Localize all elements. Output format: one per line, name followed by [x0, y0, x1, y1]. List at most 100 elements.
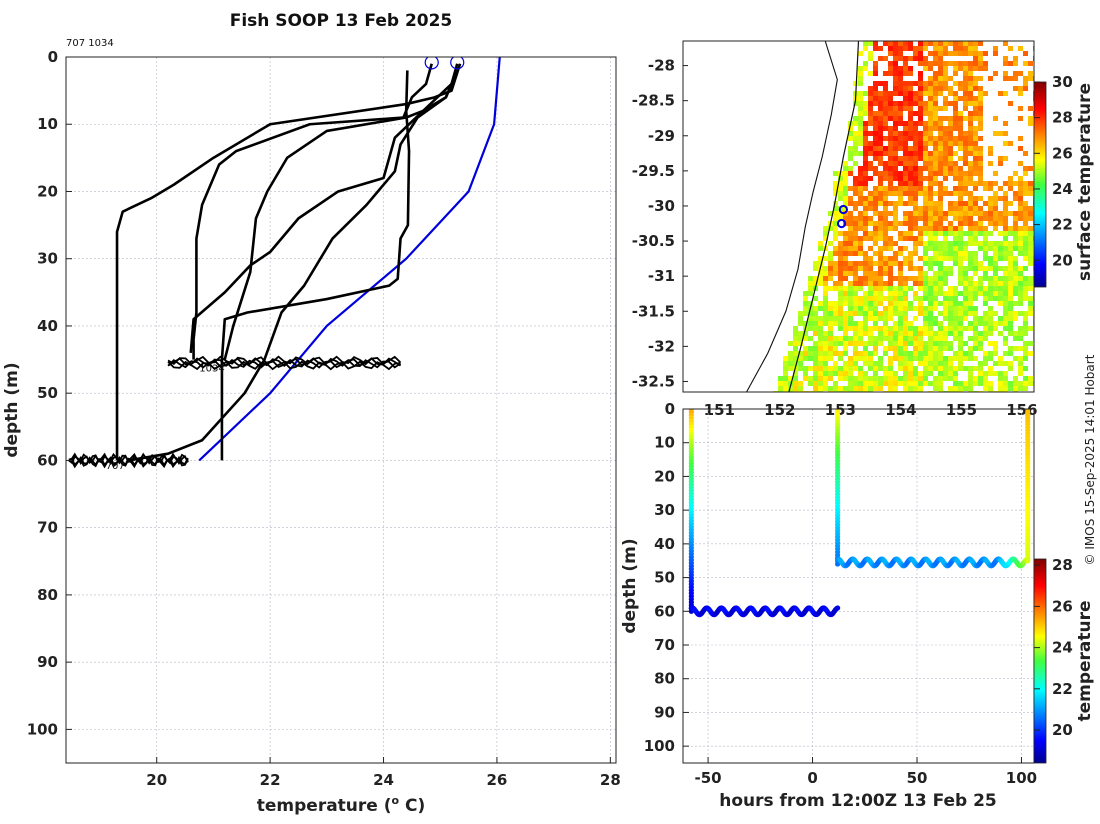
sst-cell [863, 161, 868, 166]
sst-cell [973, 56, 978, 61]
sst-cell [908, 41, 913, 46]
sst-cell [923, 331, 928, 336]
sst-cell [838, 311, 843, 316]
sst-cell [953, 66, 958, 71]
sst-cell [818, 281, 823, 286]
sst-cell [943, 146, 948, 151]
sst-cell [938, 206, 943, 211]
sst-cell [963, 296, 968, 301]
sst-cell [1013, 76, 1018, 81]
sst-cell [1013, 331, 1018, 336]
sst-cell [883, 56, 888, 61]
sst-cell [978, 161, 983, 166]
sst-cell [883, 121, 888, 126]
sst-cell [893, 216, 898, 221]
sst-cell [863, 226, 868, 231]
sst-cell [898, 46, 903, 51]
sst-cell [818, 261, 823, 266]
sst-cell [928, 256, 933, 261]
sst-cell [858, 226, 863, 231]
y-tick-label: 50 [654, 569, 675, 587]
sst-cell [958, 166, 963, 171]
sst-cell [848, 296, 853, 301]
sst-cell [928, 261, 933, 266]
sst-cell [958, 81, 963, 86]
sst-cell [918, 56, 923, 61]
sst-cell [863, 196, 868, 201]
sst-cell [833, 266, 838, 271]
sst-cell [843, 316, 848, 321]
sst-cell [823, 356, 828, 361]
profile-1034-label: 1034 [199, 364, 224, 375]
sst-cell [873, 341, 878, 346]
sst-cell [973, 306, 978, 311]
sst-cell [818, 341, 823, 346]
sst-cell [888, 91, 893, 96]
sst-cell [968, 196, 973, 201]
x-tick-label: -50 [695, 769, 722, 787]
sst-cell [1003, 351, 1008, 356]
x-tick-label: 28 [600, 771, 621, 789]
sst-cell [833, 346, 838, 351]
sst-cell [948, 146, 953, 151]
sst-cell [878, 146, 883, 151]
sst-cell [868, 386, 873, 391]
sst-cell [983, 356, 988, 361]
sst-cell [853, 101, 858, 106]
sst-cell [993, 341, 998, 346]
sst-cell [878, 291, 883, 296]
sst-cell [893, 321, 898, 326]
sst-cell [953, 286, 958, 291]
sst-cell [848, 356, 853, 361]
sst-cell [968, 351, 973, 356]
sst-cell [913, 236, 918, 241]
sst-cell [853, 306, 858, 311]
sst-cell [973, 131, 978, 136]
sst-cell [988, 186, 993, 191]
sst-cell [898, 161, 903, 166]
sst-cell [873, 276, 878, 281]
sst-cell [968, 191, 973, 196]
sst-cell [908, 226, 913, 231]
sst-cell [843, 336, 848, 341]
y-tick-label: 30 [37, 250, 58, 268]
sst-cell [843, 286, 848, 291]
sst-cell [823, 306, 828, 311]
sst-cell [938, 386, 943, 391]
sst-cell [858, 336, 863, 341]
sst-cell [888, 301, 893, 306]
sst-cell [1003, 196, 1008, 201]
sst-cell [953, 326, 958, 331]
surface-marker [450, 57, 465, 70]
sst-cell [923, 316, 928, 321]
sst-cell [933, 151, 938, 156]
sst-cell [978, 76, 983, 81]
sst-cell [853, 186, 858, 191]
sst-cell [958, 131, 963, 136]
sst-cell [883, 111, 888, 116]
sst-cell [958, 261, 963, 266]
sst-cell [778, 381, 783, 386]
time-depth-x-label: hours from 12:00Z 13 Feb 25 [719, 791, 997, 811]
sst-cell [978, 181, 983, 186]
sst-cell [958, 156, 963, 161]
sst-cell [913, 306, 918, 311]
sst-cell [998, 371, 1003, 376]
sst-cell [923, 66, 928, 71]
sst-cell [848, 306, 853, 311]
sst-cell [888, 266, 893, 271]
sst-cell [968, 296, 973, 301]
sst-cell [983, 66, 988, 71]
sst-cell [968, 176, 973, 181]
sst-cell [923, 166, 928, 171]
sst-cell [953, 316, 958, 321]
sst-cell [883, 331, 888, 336]
sst-cell [998, 321, 1003, 326]
sst-cell [923, 351, 928, 356]
sst-cell [893, 186, 898, 191]
sst-cell [978, 211, 983, 216]
sst-cell [923, 201, 928, 206]
sst-cell [863, 136, 868, 141]
sst-cell [893, 376, 898, 381]
sst-cell [953, 141, 958, 146]
